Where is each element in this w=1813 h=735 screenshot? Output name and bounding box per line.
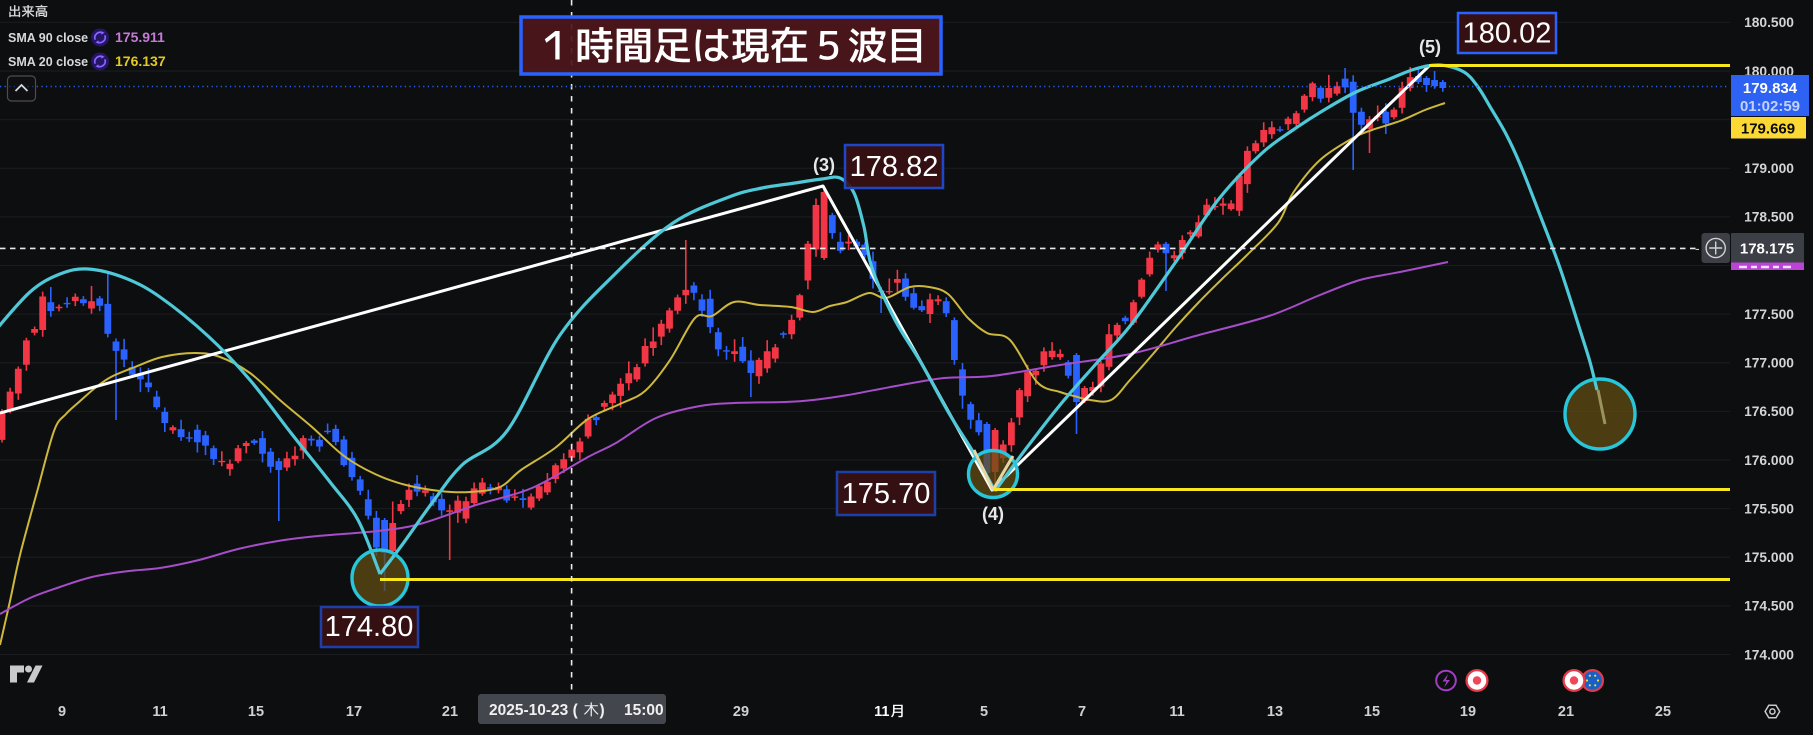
svg-text:13: 13 <box>1267 704 1283 720</box>
svg-text:178.500: 178.500 <box>1744 210 1794 225</box>
svg-text:5: 5 <box>980 704 988 720</box>
svg-text:7: 7 <box>1078 704 1086 720</box>
svg-text:SMA 90 close: SMA 90 close <box>8 31 88 45</box>
svg-text:17: 17 <box>346 704 362 720</box>
svg-text:15:00: 15:00 <box>624 702 664 719</box>
svg-text:179.834: 179.834 <box>1743 80 1798 97</box>
svg-text:2025-10-23 (: 2025-10-23 ( <box>489 702 579 719</box>
svg-text:29: 29 <box>733 704 749 720</box>
svg-text:175.911: 175.911 <box>115 29 165 45</box>
svg-text:180.02: 180.02 <box>1463 18 1552 50</box>
svg-text:21: 21 <box>442 704 458 720</box>
svg-text:174.80: 174.80 <box>325 611 414 643</box>
svg-text:180.500: 180.500 <box>1744 15 1794 30</box>
svg-text:9: 9 <box>58 704 66 720</box>
svg-text:175.70: 175.70 <box>842 478 931 510</box>
svg-text:25: 25 <box>1655 704 1671 720</box>
svg-text:SMA 20 close: SMA 20 close <box>8 55 88 69</box>
svg-text:177.500: 177.500 <box>1744 307 1794 322</box>
svg-text:(5): (5) <box>1419 37 1441 57</box>
svg-text:176.137: 176.137 <box>115 53 166 69</box>
svg-text:174.500: 174.500 <box>1744 599 1794 614</box>
svg-text:11: 11 <box>874 704 889 720</box>
svg-text:11: 11 <box>1169 704 1184 720</box>
svg-text:179.669: 179.669 <box>1741 121 1795 138</box>
svg-text:19: 19 <box>1460 704 1476 720</box>
svg-text:177.000: 177.000 <box>1744 356 1794 371</box>
svg-text:15: 15 <box>248 704 264 720</box>
svg-text:178.82: 178.82 <box>850 151 939 183</box>
svg-text:(4): (4) <box>982 504 1004 524</box>
svg-text:11: 11 <box>152 704 167 720</box>
svg-text:): ) <box>600 702 605 719</box>
svg-text:178.175: 178.175 <box>1740 241 1794 258</box>
svg-text:01:02:59: 01:02:59 <box>1740 98 1800 115</box>
svg-text:(3): (3) <box>813 155 835 175</box>
svg-text:21: 21 <box>1558 704 1574 720</box>
svg-text:179.000: 179.000 <box>1744 161 1794 176</box>
svg-text:176.500: 176.500 <box>1744 404 1794 419</box>
svg-text:175.500: 175.500 <box>1744 501 1794 516</box>
svg-text:174.000: 174.000 <box>1744 647 1794 662</box>
svg-text:175.000: 175.000 <box>1744 550 1794 565</box>
svg-text:15: 15 <box>1364 704 1380 720</box>
svg-text:176.000: 176.000 <box>1744 453 1794 468</box>
svg-text:-: - <box>1695 240 1700 256</box>
